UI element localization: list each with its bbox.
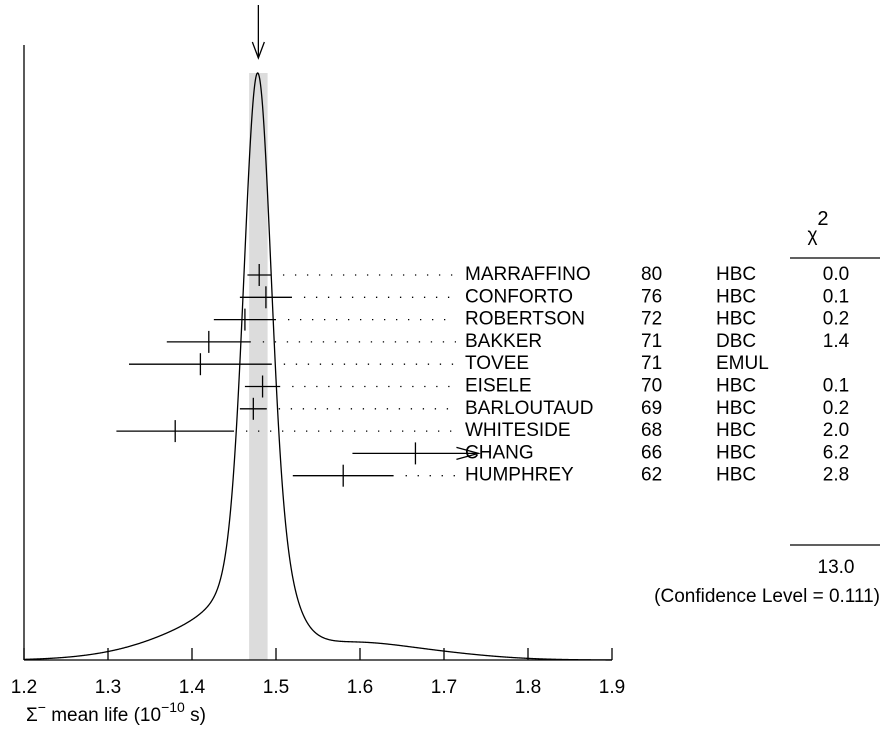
name: CHANG: [465, 442, 534, 463]
chi2-value: 0.2: [823, 398, 849, 419]
year: 71: [641, 331, 662, 352]
technique: HBC: [716, 398, 756, 419]
chi2-value: 0.1: [823, 376, 849, 397]
technique: HBC: [716, 264, 756, 285]
average-band: [249, 73, 268, 660]
technique: EMUL: [716, 353, 769, 374]
chi2-value: 1.4: [823, 331, 850, 352]
chi2-value: 6.2: [823, 442, 849, 463]
chi2-value: 2.8: [823, 465, 849, 486]
x-tick-label: 1.3: [95, 677, 121, 698]
chi2-value: 2.0: [823, 420, 849, 441]
x-tick-label: 1.9: [599, 677, 625, 698]
chi2-sup: 2: [817, 208, 828, 230]
chi2-symbol: χ: [807, 225, 817, 246]
year: 69: [641, 398, 662, 419]
year: 71: [641, 353, 662, 374]
name: MARRAFFINO: [465, 264, 591, 285]
x-label-part: mean life (10: [46, 705, 161, 726]
arrow-head: [456, 446, 481, 461]
x-tick-label: 1.8: [515, 677, 541, 698]
confidence-level: (Confidence Level = 0.111): [654, 586, 880, 607]
chi2-value: 0.2: [823, 309, 849, 330]
technique: HBC: [716, 376, 756, 397]
year: 68: [641, 420, 662, 441]
technique: HBC: [716, 465, 756, 486]
name: TOVEE: [465, 353, 529, 374]
chi2-value: 0.1: [823, 286, 849, 307]
name: HUMPHREY: [465, 465, 574, 486]
x-tick-label: 1.2: [11, 677, 37, 698]
technique: HBC: [716, 286, 756, 307]
x-label-part: −: [38, 699, 46, 715]
name: BARLOUTAUD: [465, 398, 593, 419]
year: 80: [641, 264, 662, 285]
technique: HBC: [716, 309, 756, 330]
x-tick-label: 1.5: [263, 677, 289, 698]
x-label-part: −10: [161, 699, 185, 715]
year: 72: [641, 309, 662, 330]
technique: DBC: [716, 331, 756, 352]
chi2-total: 13.0: [818, 557, 855, 578]
year: 66: [641, 442, 662, 463]
x-tick-label: 1.7: [431, 677, 457, 698]
technique: HBC: [716, 420, 756, 441]
name: ROBERTSON: [465, 309, 585, 330]
year: 76: [641, 286, 662, 307]
average-arrow-head: [251, 41, 265, 60]
chi2-value: 0.0: [823, 264, 849, 285]
year: 62: [641, 465, 662, 486]
ideogram-curve: [23, 72, 612, 661]
x-tick-label: 1.6: [347, 677, 373, 698]
technique: HBC: [716, 442, 756, 463]
year: 70: [641, 376, 662, 397]
x-label-part: s): [185, 705, 206, 726]
x-tick-label: 1.4: [179, 677, 206, 698]
name: BAKKER: [465, 331, 542, 352]
x-axis-label: Σ− mean life (10−10 s): [26, 699, 206, 726]
chi2-header: χ2: [807, 208, 828, 246]
name: CONFORTO: [465, 286, 573, 307]
name: EISELE: [465, 376, 532, 397]
x-label-part: Σ: [26, 705, 38, 726]
name: WHITESIDE: [465, 420, 571, 441]
